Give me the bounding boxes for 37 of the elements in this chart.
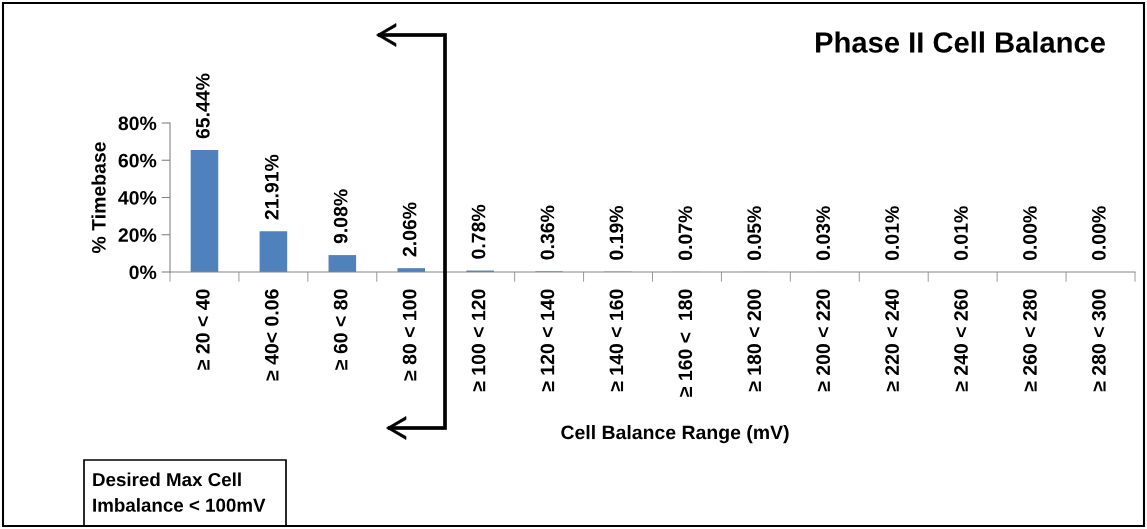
x-tick-label: ≥ 240 < 260 — [954, 289, 968, 392]
y-tick-label: 40% — [118, 190, 157, 205]
x-tick-label: ≥ 140 < 160 — [609, 289, 624, 392]
data-label: 2.06% — [402, 202, 417, 257]
data-label: 0.78% — [471, 204, 486, 259]
data-label: 0.19% — [609, 205, 624, 260]
data-label: 0.36% — [540, 205, 555, 260]
x-tick-label: ≥ 20 < 40 — [195, 289, 210, 370]
x-tick-label: ≥ 100 < 120 — [471, 289, 486, 392]
x-tick-label: ≥ 280 < 300 — [1091, 289, 1106, 392]
x-tick-label: ≥ 120 < 140 — [540, 289, 555, 392]
data-label: 0.00% — [1091, 206, 1106, 261]
data-label: 21.91% — [264, 154, 279, 220]
x-tick-label: ≥ 160 < 180 — [678, 289, 693, 397]
data-label: 0.03% — [816, 206, 831, 261]
y-tick-label: 80% — [118, 116, 157, 131]
x-tick-label: ≥ 80 < 100 — [402, 289, 417, 381]
data-label: 0.01% — [954, 206, 968, 261]
y-tick-label: 20% — [118, 228, 157, 242]
x-tick-label: ≥ 200 < 220 — [816, 289, 831, 392]
x-tick-label: ≥ 220 < 240 — [885, 289, 899, 392]
y-axis-title: % Timebase — [91, 142, 106, 254]
chart-title: Phase II Cell Balance — [816, 31, 1105, 53]
x-tick-label: ≥ 260 < 280 — [1023, 289, 1037, 392]
y-tick-label: 60% — [118, 153, 157, 168]
data-label: 0.00% — [1023, 206, 1037, 261]
data-label: 9.08% — [333, 189, 348, 244]
x-tick-label: ≥ 60 < 80 — [333, 289, 348, 370]
data-label: 0.01% — [885, 206, 899, 261]
data-label: 65.44% — [195, 73, 210, 139]
x-tick-label: ≥ 40< 0.06 — [264, 289, 279, 381]
x-tick-label: ≥ 180 < 200 — [747, 289, 762, 392]
data-label: 0.07% — [678, 206, 693, 260]
data-label: 0.05% — [747, 206, 762, 261]
x-axis-title: Cell Balance Range (mV) — [561, 425, 789, 444]
y-tick-label: 0% — [129, 265, 157, 280]
text: Desired Max Cell Imbalance < 100mV — [93, 472, 266, 512]
